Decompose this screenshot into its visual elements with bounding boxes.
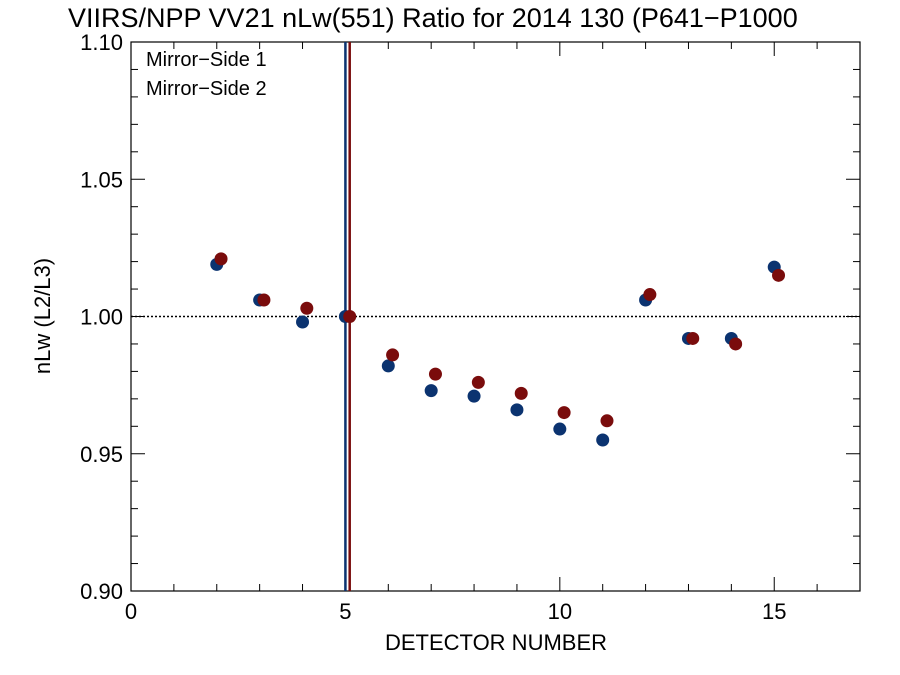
data-point-series-2 [772, 268, 786, 282]
data-point-series-2 [257, 293, 271, 307]
data-point-series-1 [296, 315, 310, 329]
y-tick-label: 1.00 [80, 305, 123, 330]
y-tick-label: 1.10 [80, 30, 123, 55]
x-tick-label: 10 [548, 599, 572, 624]
data-point-series-2 [600, 414, 614, 428]
y-axis-label: nLw (L2/L3) [30, 258, 55, 374]
y-tick-label: 1.05 [80, 167, 123, 192]
x-tick-labels: 0 5 10 15 [125, 599, 787, 624]
x-tick-label: 15 [762, 599, 786, 624]
data-point-series-2 [300, 301, 314, 315]
legend-entry-mirror-side-1: Mirror−Side 1 [146, 49, 267, 71]
y-tick-label: 0.95 [80, 442, 123, 467]
x-axis-label: DETECTOR NUMBER [385, 630, 607, 655]
data-point-series-2 [343, 310, 357, 323]
data-point-series-1 [424, 384, 438, 398]
data-point-series-2 [557, 406, 571, 420]
data-point-series-1 [381, 359, 395, 373]
y-tick-label: 0.90 [80, 579, 123, 604]
data-point-series-2 [428, 367, 442, 381]
data-point-series-1 [596, 433, 610, 447]
data-point-series-2 [214, 252, 228, 266]
data-point-series-1 [467, 389, 481, 403]
chart-title: VIIRS/NPP VV21 nLw(551) Ratio for 2014 1… [68, 3, 798, 33]
data-point-series-2 [514, 386, 528, 400]
data-point-series-2 [686, 331, 700, 345]
data-point-series-1 [510, 403, 524, 417]
data-point-series-2 [471, 375, 485, 389]
data-point-series-2 [643, 288, 657, 302]
x-tick-label: 0 [125, 599, 137, 624]
legend-entry-mirror-side-2: Mirror−Side 2 [146, 78, 267, 100]
y-tick-labels: 0.90 0.95 1.00 1.05 1.10 [80, 30, 123, 604]
data-point-series-2 [729, 337, 743, 351]
data-point-series-1 [553, 422, 567, 436]
data-points [210, 252, 786, 447]
data-point-series-2 [386, 348, 400, 362]
x-tick-label: 5 [339, 599, 351, 624]
